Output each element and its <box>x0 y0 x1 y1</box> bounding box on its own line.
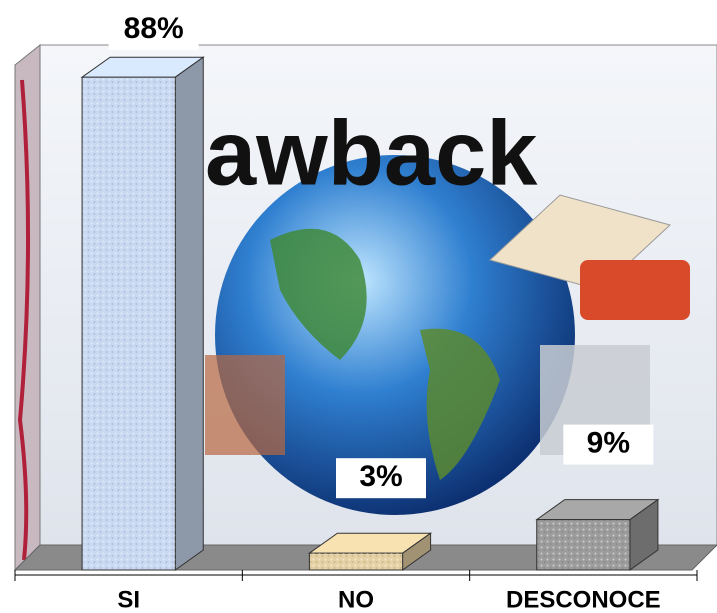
bar-texture <box>82 77 176 570</box>
x-tick-label: NO <box>338 586 374 613</box>
background-text: awback <box>205 102 538 204</box>
value-label: 9% <box>587 427 630 460</box>
value-label-bg <box>563 424 654 465</box>
bar <box>80 56 205 571</box>
bar-side <box>174 56 204 571</box>
bar-texture <box>536 519 630 570</box>
bar-texture <box>309 553 403 570</box>
value-label: 88% <box>124 12 184 45</box>
x-tick-label: DESCONOCE <box>506 586 661 613</box>
value-label-bg <box>108 10 199 50</box>
bar <box>535 498 660 571</box>
x-tick-label: SI <box>117 586 140 613</box>
value-label-bg <box>336 458 426 499</box>
value-label: 3% <box>359 460 402 493</box>
bar <box>307 532 433 571</box>
